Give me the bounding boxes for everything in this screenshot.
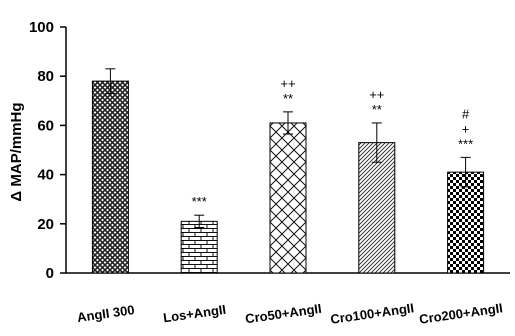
y-tick-label: 80 <box>37 68 54 85</box>
y-tick-label: 100 <box>29 19 54 36</box>
bars <box>91 80 485 274</box>
x-category-label: Cro200+AngII <box>418 300 503 327</box>
y-axis-title: Δ MAP/mmHg <box>8 102 25 201</box>
x-category-label: Cro50+AngII <box>244 301 322 327</box>
y-tick-label: 20 <box>37 216 54 233</box>
y-tick-label: 40 <box>37 167 54 184</box>
significance-label: ** <box>372 102 382 117</box>
bar <box>447 171 485 274</box>
x-category-label: Cro100+AngII <box>329 300 414 327</box>
significance-label: + <box>462 121 470 136</box>
bar <box>358 142 396 274</box>
significance-label: ++ <box>369 87 384 102</box>
x-category-label: AngII 300 <box>76 302 135 325</box>
category-labels: AngII 300 Los+AngII Cro50+AngII Cro100+AngI… <box>76 300 504 327</box>
significance-label: ++ <box>280 76 295 91</box>
significance-annotations: ***++** ++** #+*** <box>192 76 474 209</box>
bar <box>91 80 129 274</box>
significance-label: ** <box>283 91 293 106</box>
axes: 0 20 40 60 80 100 Δ MAP/mmHg <box>8 19 510 282</box>
y-tick-label: 60 <box>37 117 54 134</box>
y-tick-label: 0 <box>46 265 54 282</box>
x-category-label: Los+AngII <box>162 302 227 326</box>
bar <box>269 122 307 274</box>
error-bars <box>105 68 471 228</box>
bar <box>180 220 218 274</box>
significance-label: *** <box>458 136 473 151</box>
significance-label: # <box>462 106 470 121</box>
significance-label: *** <box>192 194 207 209</box>
